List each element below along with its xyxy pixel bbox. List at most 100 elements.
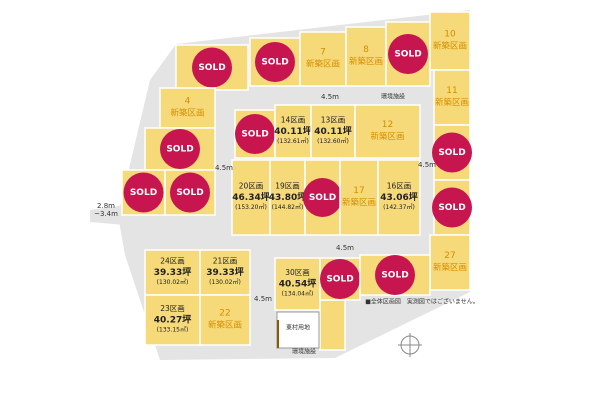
sold-label: SOLD xyxy=(176,188,203,198)
utility-lot xyxy=(276,311,320,349)
lot-label: 新築区画 xyxy=(435,97,469,108)
lot-number: 30区画 xyxy=(285,268,310,277)
facility-label: 東村用地 xyxy=(286,324,310,332)
lot xyxy=(354,104,421,159)
lot-number: 20区画 xyxy=(239,182,264,191)
lot-number: 7 xyxy=(320,48,326,58)
lot xyxy=(319,299,346,351)
lot-area: (130.02㎡) xyxy=(157,278,189,286)
lot xyxy=(310,104,356,159)
sold-badge xyxy=(375,255,415,295)
lot-area: (133.15㎡) xyxy=(157,326,189,334)
sold-label: SOLD xyxy=(309,193,336,203)
lot-number: 10 xyxy=(444,30,456,40)
lot xyxy=(429,234,471,291)
lot-number: 13区画 xyxy=(321,116,346,125)
lot-number: 27 xyxy=(444,251,455,261)
lots: SOLDSOLD7新築区画8新築区画SOLD10新築区画11新築区画SOLDSO… xyxy=(121,11,472,346)
lot-size: 40.27坪 xyxy=(154,314,191,326)
lot-size: 40.11坪 xyxy=(274,125,311,137)
lot xyxy=(274,257,321,311)
sold-label: SOLD xyxy=(198,63,225,73)
sold-label: SOLD xyxy=(394,50,421,60)
lot-number: 21区画 xyxy=(213,257,238,266)
compass xyxy=(398,333,422,357)
sold-label: SOLD xyxy=(438,148,465,158)
lot-label: 新築区画 xyxy=(349,56,383,67)
sold-label: SOLD xyxy=(241,130,268,140)
lot xyxy=(199,249,251,296)
lot-area: (134.04㎡) xyxy=(282,290,314,298)
lot-size: 40.54坪 xyxy=(279,278,316,290)
lot xyxy=(159,87,216,129)
lot-label: 新築区画 xyxy=(208,320,242,331)
sold-badge xyxy=(255,42,295,82)
lot-number: 8 xyxy=(363,45,369,55)
lot-number: 16区画 xyxy=(387,182,412,191)
sold-badge xyxy=(388,34,428,74)
lot xyxy=(269,159,306,236)
lot-number: 24区画 xyxy=(160,257,185,266)
lot-label: 新築区画 xyxy=(306,59,340,70)
lot-size: 40.11坪 xyxy=(314,125,351,137)
sold-badge xyxy=(432,132,472,173)
lot-label: 新築区画 xyxy=(433,262,467,273)
lot-number: 4 xyxy=(185,97,191,107)
lot-area: (132.60㎡) xyxy=(317,137,349,145)
sold-label: SOLD xyxy=(326,275,353,285)
lot-size: 46.34坪 xyxy=(232,191,269,203)
road-width: ~3.4m xyxy=(94,210,118,218)
lot-size: 43.06坪 xyxy=(380,191,417,203)
lot xyxy=(377,159,421,236)
lot-area: (132.61㎡) xyxy=(277,137,309,145)
lot-size: 39.33坪 xyxy=(206,266,243,278)
road-width: 4.5m xyxy=(254,295,272,303)
lot-number: 12 xyxy=(382,120,393,130)
lot-label: 新築区画 xyxy=(170,108,204,119)
facility-label: 環境施設 xyxy=(292,348,316,356)
lot-area: (142.37㎡) xyxy=(383,203,415,211)
lot xyxy=(144,294,201,346)
sold-badge xyxy=(160,129,200,169)
lot xyxy=(345,26,387,87)
road-width: 4.5m xyxy=(336,244,354,252)
sold-label: SOLD xyxy=(438,203,465,213)
facility-label: 環境施設 xyxy=(381,93,405,101)
sold-badge xyxy=(432,187,472,228)
sold-label: SOLD xyxy=(381,271,408,281)
sold-badge xyxy=(170,172,210,213)
sold-label: SOLD xyxy=(261,58,288,68)
lot xyxy=(274,104,312,159)
lot xyxy=(429,11,471,71)
sold-badge xyxy=(192,47,232,88)
lot-number: 19区画 xyxy=(275,182,300,191)
lot-number: 14区画 xyxy=(281,116,306,125)
lot-area: (130.02㎡) xyxy=(209,278,241,286)
road-width: 2.8m xyxy=(97,202,115,210)
sold-badge xyxy=(320,259,360,299)
lot xyxy=(339,159,379,236)
lot-area: (153.20㎡) xyxy=(235,203,267,211)
sold-badge xyxy=(303,178,342,217)
sold-label: SOLD xyxy=(130,188,157,198)
lot-number: 23区画 xyxy=(160,304,185,313)
note: ■全体区画図 実測図ではございません。 xyxy=(365,298,479,306)
road-width: 4.5m xyxy=(215,164,233,172)
sold-badge xyxy=(123,172,164,213)
lot-size: 43.80坪 xyxy=(269,191,306,203)
lot xyxy=(231,159,271,236)
road-width: 4.5m xyxy=(321,93,339,101)
lot-label: 新築区画 xyxy=(342,197,376,208)
road-width: 4.5m xyxy=(418,161,436,169)
sold-badge xyxy=(235,114,275,154)
access-road xyxy=(90,205,125,225)
lot-label: 新築区画 xyxy=(433,41,467,52)
lot-number: 22 xyxy=(219,309,230,319)
lot xyxy=(199,294,251,346)
lot-size: 39.33坪 xyxy=(154,266,191,278)
lot-number: 17 xyxy=(353,186,364,196)
lot-number: 11 xyxy=(446,86,457,96)
lot-label: 新築区画 xyxy=(370,131,404,142)
lot-area: (144.82㎡) xyxy=(272,203,304,211)
